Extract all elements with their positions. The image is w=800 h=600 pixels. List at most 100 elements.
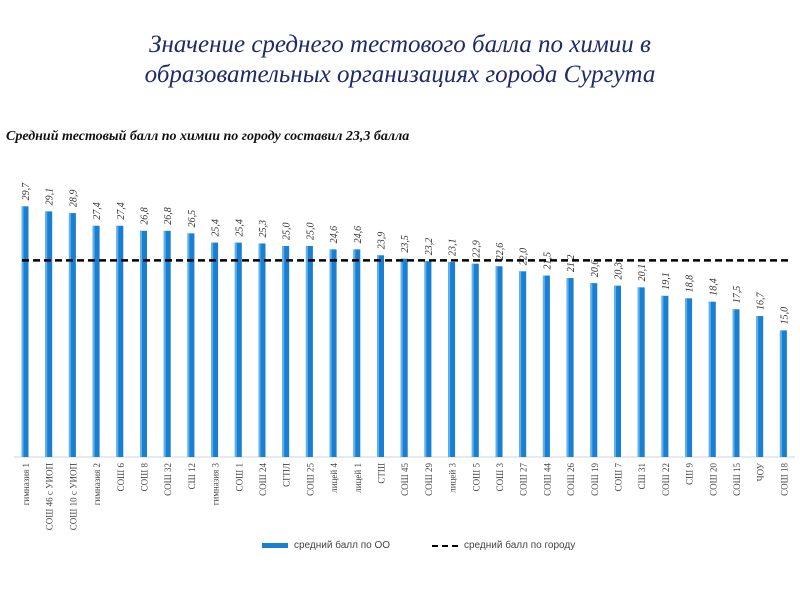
- bar: [140, 230, 147, 457]
- bar: [542, 275, 550, 457]
- data-label: 23,5: [400, 235, 411, 253]
- bar: [92, 225, 100, 457]
- data-label: 25,4: [234, 219, 245, 237]
- bar: [732, 309, 740, 457]
- category-label: СОШ 46 с УИОП: [45, 463, 55, 531]
- bar-highlight: [590, 283, 593, 457]
- category-label: СОШ 25: [305, 463, 315, 496]
- data-label: 22,0: [519, 248, 530, 266]
- bar: [68, 213, 76, 457]
- bar: [519, 271, 527, 457]
- data-label: 25,4: [211, 219, 222, 237]
- bar: [211, 242, 219, 457]
- bar-highlight: [353, 249, 356, 457]
- bar: [424, 261, 432, 457]
- data-label: 22,9: [471, 240, 482, 258]
- category-label: гимназия 2: [92, 463, 102, 505]
- bar-highlight: [234, 242, 237, 457]
- legend-bar-swatch: [262, 543, 288, 548]
- category-label: СОШ 27: [519, 463, 529, 496]
- bar-highlight: [424, 261, 427, 457]
- bar-highlight: [377, 255, 379, 457]
- bar: [566, 278, 574, 457]
- bar: [305, 246, 313, 457]
- data-label: 23,9: [377, 232, 388, 250]
- page-title-line-2: образовательных организациях города Сург…: [144, 61, 656, 88]
- legend-item-school-avg: средний балл по ОО: [262, 540, 390, 551]
- page-title-line-1: Значение среднего тестового балла по хим…: [149, 31, 651, 58]
- bar-highlight: [187, 233, 190, 457]
- legend-dash-swatch: [432, 544, 458, 547]
- bar: [353, 249, 361, 457]
- data-label: 27,4: [116, 202, 127, 220]
- data-label: 23,1: [448, 239, 459, 257]
- category-label: СШ 9: [685, 463, 695, 485]
- data-label: 26,8: [140, 207, 151, 225]
- data-label: 25,0: [305, 223, 316, 241]
- category-label: СТШ: [377, 463, 387, 484]
- category-label: СОШ 10 с УИОП: [68, 463, 78, 531]
- category-label: СОШ 1: [234, 463, 244, 491]
- bar: [282, 246, 290, 457]
- category-label: СОШ 8: [140, 463, 150, 492]
- category-label: СОШ 32: [163, 463, 173, 496]
- data-label: 17,5: [732, 286, 743, 304]
- bar: [116, 225, 124, 457]
- bar-highlight: [756, 316, 759, 457]
- data-label: 24,6: [353, 226, 364, 244]
- data-label: 25,3: [258, 220, 269, 238]
- category-label: СОШ 44: [542, 463, 552, 496]
- bar-highlight: [140, 230, 142, 457]
- category-label: СОШ 22: [661, 463, 671, 496]
- bar-highlight: [329, 249, 332, 457]
- data-label: 27,4: [92, 202, 103, 220]
- bar-highlight: [732, 309, 735, 457]
- data-label: 18,4: [708, 278, 719, 296]
- data-label: 28,9: [68, 190, 79, 208]
- data-label: 23,2: [424, 238, 435, 256]
- bar: [685, 298, 693, 457]
- category-label: СОШ 19: [590, 463, 600, 496]
- data-label: 22,6: [495, 243, 506, 261]
- bar-highlight: [708, 301, 711, 457]
- bar: [45, 211, 53, 457]
- bar-highlight: [211, 242, 214, 457]
- legend-item-city-avg: средний балл по городу: [432, 540, 575, 551]
- category-label: СОШ 24: [258, 463, 268, 496]
- bar: [258, 243, 266, 457]
- bar: [448, 262, 456, 457]
- category-label: ЧОУ: [756, 462, 766, 481]
- category-label: СОШ 15: [732, 463, 742, 496]
- category-label: СОШ 6: [116, 463, 126, 492]
- data-label: 20,1: [637, 264, 648, 282]
- bar: [377, 255, 384, 457]
- category-label: СГПЛ: [282, 463, 292, 487]
- bar: [590, 283, 598, 457]
- category-label: СОШ 29: [424, 463, 434, 496]
- bar-highlight: [258, 243, 261, 457]
- category-label: СОШ 5: [471, 463, 481, 492]
- bar: [495, 266, 503, 457]
- category-label: лицей 3: [448, 463, 458, 493]
- bar: [400, 258, 408, 457]
- bar-highlight: [163, 230, 166, 457]
- category-label: СОШ 20: [708, 463, 718, 496]
- bar: [756, 316, 764, 457]
- data-label: 29,1: [45, 188, 56, 206]
- bar-highlight: [495, 266, 498, 457]
- bar-highlight: [566, 278, 569, 457]
- bar: [779, 330, 787, 457]
- bar-highlight: [45, 211, 48, 457]
- bar: [661, 295, 669, 457]
- category-label: гимназия 3: [211, 463, 221, 506]
- data-label: 29,7: [21, 182, 32, 201]
- data-label: 21,5: [542, 252, 553, 270]
- category-label: гимназия 1: [21, 463, 31, 505]
- bar-highlight: [92, 225, 95, 457]
- data-label: 25,0: [282, 223, 293, 241]
- bar-highlight: [21, 206, 24, 457]
- bar: [708, 301, 716, 457]
- data-label: 20,3: [614, 262, 625, 280]
- bar: [234, 242, 242, 457]
- category-label: СОШ 7: [614, 463, 624, 492]
